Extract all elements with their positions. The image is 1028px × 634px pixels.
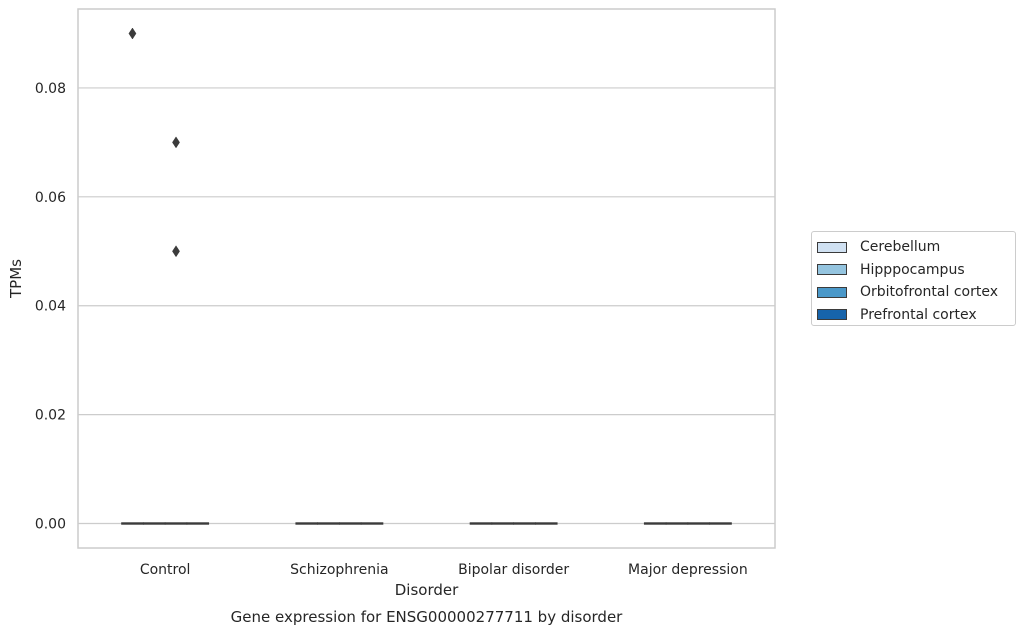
y-tick-label: 0.02 — [35, 408, 66, 424]
x-axis: Control Schizophrenia Bipolar disorder Majo… — [140, 562, 748, 578]
box-prefrontal-cortex — [535, 522, 558, 525]
box-orbitofrontal-cortex — [164, 522, 188, 525]
legend-swatch — [817, 241, 847, 253]
legend-item: Orbitofrontal cortex — [817, 281, 1015, 304]
outlier-point — [128, 27, 137, 40]
box-orbitofrontal-cortex — [687, 522, 711, 525]
plot-frame — [77, 8, 776, 549]
x-tick-label: Schizophrenia — [290, 562, 388, 578]
box-hipppocampus — [665, 522, 689, 525]
x-tick-label: Bipolar disorder — [458, 562, 569, 578]
x-tick-label: Major depression — [628, 562, 748, 578]
legend-label: Prefrontal cortex — [860, 306, 977, 323]
legend-swatch — [817, 286, 847, 298]
box-prefrontal-cortex — [709, 522, 732, 525]
legend-item: Hipppocampus — [817, 259, 1015, 282]
legend-item: Prefrontal cortex — [817, 304, 1015, 327]
box-group — [121, 27, 732, 525]
x-tick-label: Control — [140, 562, 191, 578]
outlier-point — [172, 245, 180, 258]
box-orbitofrontal-cortex — [513, 522, 536, 525]
box-hipppocampus — [142, 522, 166, 525]
y-axis: 0.00 0.02 0.04 0.06 0.08 — [35, 81, 66, 533]
legend-swatch — [817, 264, 847, 276]
legend: Cerebellum Hipppocampus Orbitofrontal co… — [811, 231, 1016, 326]
legend-label: Hipppocampus — [860, 261, 965, 278]
chart-caption: Gene expression for ENSG00000277711 by d… — [231, 608, 624, 626]
legend-item: Cerebellum — [817, 236, 1015, 259]
box-hipppocampus — [317, 522, 340, 525]
box-cerebellum — [121, 522, 144, 525]
y-tick-label: 0.00 — [35, 517, 66, 533]
legend-swatch — [817, 309, 847, 321]
box-prefrontal-cortex — [360, 522, 384, 525]
x-axis-label: Disorder — [395, 581, 459, 599]
box-orbitofrontal-cortex — [338, 522, 362, 525]
y-axis-label: TPMs — [7, 259, 25, 299]
legend-label: Cerebellum — [860, 239, 941, 256]
box-cerebellum — [295, 522, 318, 525]
box-cerebellum — [643, 522, 667, 525]
box-cerebellum — [469, 522, 493, 525]
outlier-point — [172, 136, 180, 149]
box-hipppocampus — [491, 522, 515, 525]
plot-area — [78, 9, 775, 548]
y-tick-label: 0.06 — [35, 190, 66, 206]
y-tick-label: 0.08 — [35, 81, 66, 97]
y-tick-label: 0.04 — [35, 299, 66, 315]
legend-label: Orbitofrontal cortex — [860, 284, 998, 301]
box-prefrontal-cortex — [186, 522, 210, 525]
